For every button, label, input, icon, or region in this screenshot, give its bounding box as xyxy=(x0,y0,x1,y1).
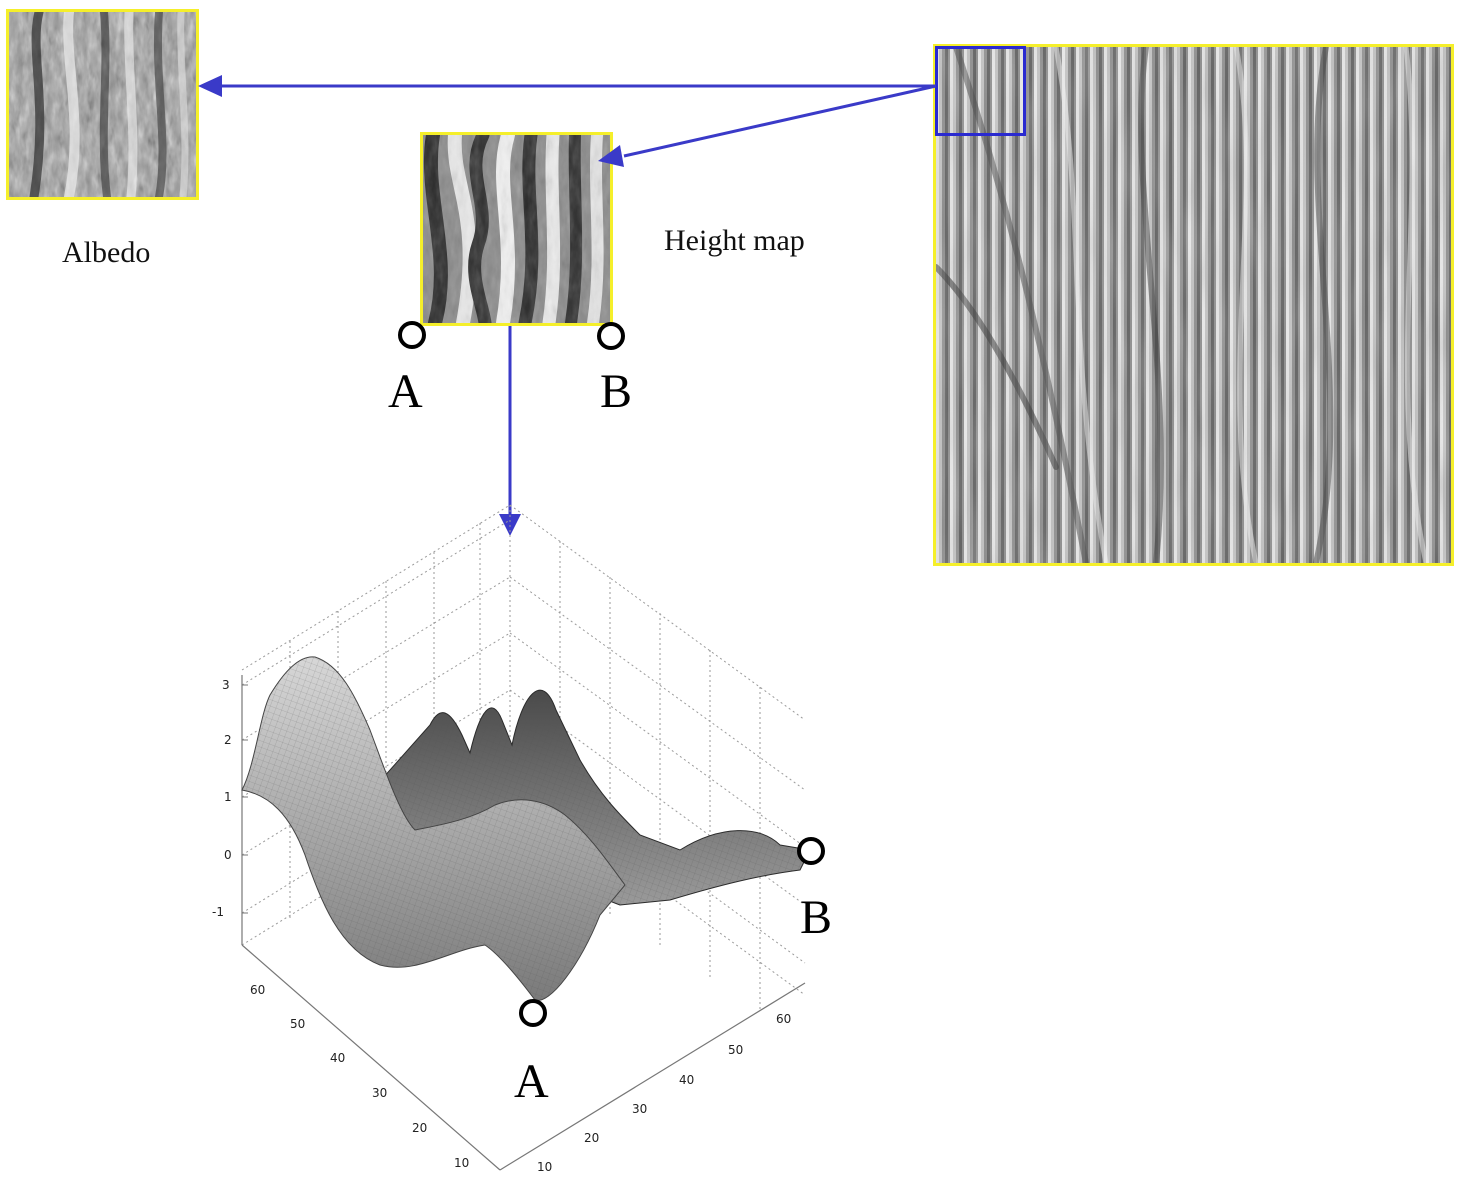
surface-label-a: A xyxy=(514,1055,549,1108)
z-tick-0: 0 xyxy=(224,848,232,862)
y-tick-30: 30 xyxy=(372,1086,388,1100)
selection-box xyxy=(935,46,1026,136)
y-tick-20: 20 xyxy=(412,1121,428,1135)
arrowhead-albedo xyxy=(198,75,222,97)
y-tick-50: 50 xyxy=(290,1017,306,1031)
arrow-to-height-map xyxy=(623,84,937,158)
z-tick-3: 3 xyxy=(222,678,230,692)
x-tick-60: 60 xyxy=(776,1012,792,1026)
albedo-caption: Albedo xyxy=(62,236,151,269)
albedo-image xyxy=(6,9,199,200)
surface-marker-b xyxy=(797,837,825,865)
z-tick-1: 1 xyxy=(224,790,232,804)
y-tick-40: 40 xyxy=(330,1051,346,1065)
height-map-label-a: A xyxy=(388,365,423,418)
y-tick-10: 10 xyxy=(454,1156,470,1170)
surface-label-b: B xyxy=(800,891,833,944)
x-tick-50: 50 xyxy=(728,1043,744,1057)
height-map-marker-b xyxy=(597,322,625,350)
height-map-label-b: B xyxy=(600,365,633,418)
height-map-caption: Height map xyxy=(664,224,805,257)
surface-marker-a xyxy=(519,999,547,1027)
source-texture-image xyxy=(933,44,1454,566)
surface-plot xyxy=(241,504,811,1171)
x-tick-20: 20 xyxy=(584,1131,600,1145)
height-map-marker-a xyxy=(398,321,426,349)
z-tick-2: 2 xyxy=(224,733,232,747)
x-tick-10: 10 xyxy=(537,1160,553,1174)
x-tick-40: 40 xyxy=(679,1073,695,1087)
height-map-image xyxy=(420,132,613,326)
y-tick-60: 60 xyxy=(250,983,266,997)
z-tick-neg1: -1 xyxy=(212,905,224,919)
x-tick-30: 30 xyxy=(632,1102,648,1116)
